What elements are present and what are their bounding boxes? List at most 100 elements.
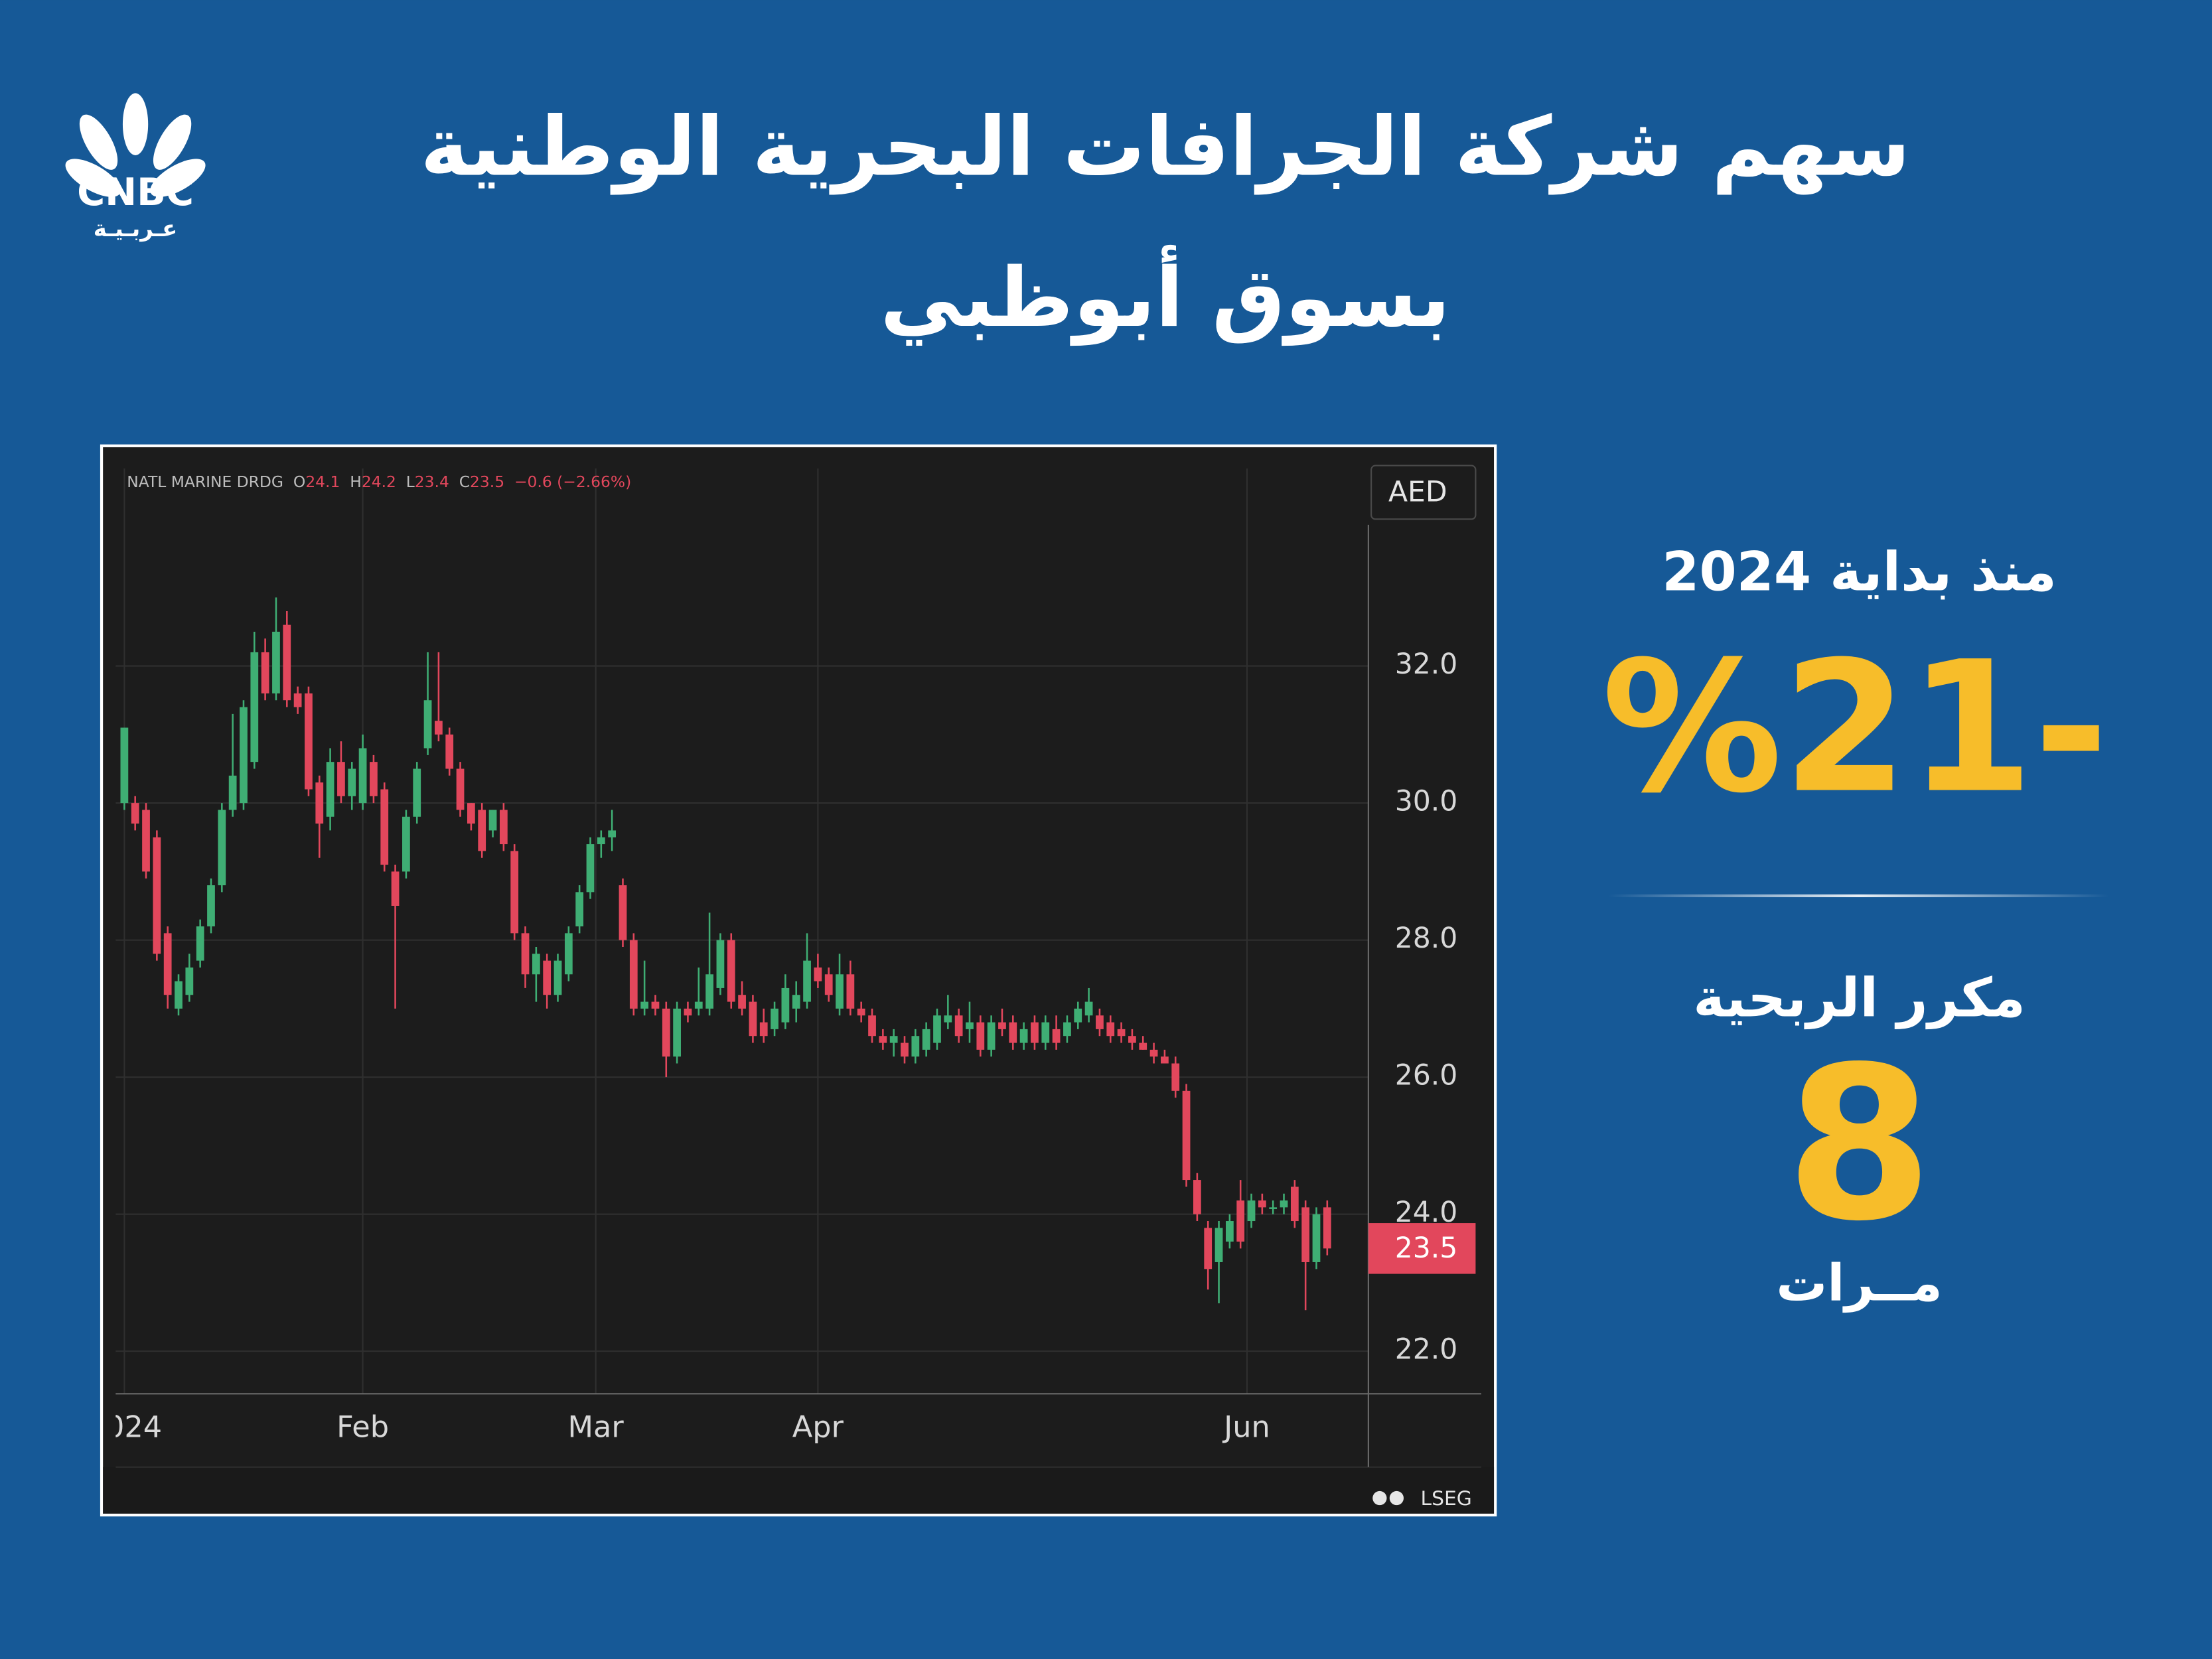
candle-body xyxy=(1149,1049,1158,1057)
candle-body xyxy=(435,721,443,735)
candle-body xyxy=(1106,1022,1115,1037)
candle-body xyxy=(1236,1200,1245,1242)
chart-footer xyxy=(103,1467,1495,1514)
candle-body xyxy=(954,1015,963,1037)
candle-body xyxy=(727,940,735,1002)
candle-body xyxy=(1215,1228,1223,1262)
candle-body xyxy=(911,1036,920,1057)
axis-labels: 22.024.026.028.030.032.023.5 xyxy=(1368,648,1476,1366)
candle-body xyxy=(1052,1029,1061,1043)
candle-body xyxy=(1117,1029,1126,1037)
logo-subtitle: عـربـيـة xyxy=(94,216,178,242)
candle-body xyxy=(575,892,584,926)
grid xyxy=(115,468,1368,1394)
candle-body xyxy=(337,762,345,796)
candle-body xyxy=(532,954,540,975)
candle-body xyxy=(1041,1022,1050,1043)
candle-body xyxy=(1312,1214,1321,1262)
candle-body xyxy=(792,995,800,1009)
candle-body xyxy=(1269,1207,1278,1209)
candle-body xyxy=(131,803,139,824)
header-part: O xyxy=(293,472,305,491)
candle-body xyxy=(640,1001,649,1009)
candle-body xyxy=(705,974,713,1009)
candle-body xyxy=(1019,1029,1028,1043)
candle-body xyxy=(293,693,302,707)
candle-body xyxy=(1084,1001,1093,1016)
chart-header: NATL MARINE DRDG O24.1 H24.2 L23.4 C23.5 −0.6… xyxy=(127,472,631,491)
x-tick-label: Apr xyxy=(792,1409,844,1444)
candle-body xyxy=(1161,1056,1169,1064)
candle-body xyxy=(413,768,421,817)
currency: AED xyxy=(1388,476,1447,509)
y-tick-label: 32.0 xyxy=(1395,648,1458,681)
candle-body xyxy=(1031,1022,1039,1043)
candle-body xyxy=(1063,1022,1071,1037)
candle-body xyxy=(814,967,822,981)
candle-body xyxy=(1171,1063,1180,1091)
candle-body xyxy=(348,768,356,796)
candle-body xyxy=(879,1036,887,1043)
candle-body xyxy=(608,830,617,837)
candle-body xyxy=(1182,1090,1191,1181)
candle-body xyxy=(889,1036,898,1043)
candle-body xyxy=(305,693,313,790)
candle-body xyxy=(976,1022,985,1050)
since-label: منذ بداية 2024 xyxy=(1662,541,2057,603)
candle-body xyxy=(510,851,519,934)
candle-body xyxy=(662,1008,670,1057)
candle-body xyxy=(370,762,378,796)
candle-body xyxy=(673,1008,681,1057)
candle-body xyxy=(944,1015,952,1023)
header-part: 23.4 xyxy=(415,472,449,491)
candle-body xyxy=(521,933,530,975)
candle-body xyxy=(586,844,595,893)
candle-body xyxy=(196,926,204,961)
candle-body xyxy=(423,700,432,749)
header-part: NATL MARINE DRDG xyxy=(127,472,283,491)
candle-body xyxy=(1128,1036,1136,1043)
candles xyxy=(120,597,1331,1311)
source: LSEG xyxy=(1421,1487,1472,1510)
candle-body xyxy=(543,960,552,995)
pe-value: 8 xyxy=(1786,1022,1933,1268)
candle-body xyxy=(803,960,811,1002)
candle-body xyxy=(987,1022,995,1050)
change-value: %21- xyxy=(1601,622,2108,833)
source-icon xyxy=(1372,1490,1404,1506)
header-part: C xyxy=(459,472,470,491)
candle-body xyxy=(1301,1207,1310,1262)
candle-body xyxy=(283,624,291,701)
candle-body xyxy=(1290,1187,1299,1222)
currency-box xyxy=(1370,465,1477,520)
header-part: H xyxy=(350,472,362,491)
candle-body xyxy=(326,762,334,817)
candle-body xyxy=(250,652,259,762)
candle-body xyxy=(553,960,562,995)
candle-body xyxy=(1139,1043,1147,1050)
candle-body xyxy=(218,810,226,886)
header-part: −0.6 (−2.66%) xyxy=(514,472,631,491)
candle-body xyxy=(391,871,400,906)
candle-body xyxy=(402,816,410,872)
candle-body xyxy=(228,775,237,810)
candle-body xyxy=(499,810,508,845)
candle-body xyxy=(857,1008,865,1016)
candle-body xyxy=(1258,1200,1266,1208)
logo-name: CNBC xyxy=(77,170,194,214)
candle-body xyxy=(651,1001,660,1009)
candle-body xyxy=(1323,1207,1331,1249)
pe-unit: مــرات xyxy=(1776,1254,1942,1313)
candle-body xyxy=(1074,1008,1082,1023)
y-tick-label: 30.0 xyxy=(1395,786,1458,818)
x-tick-label: 2024 xyxy=(87,1409,163,1444)
title-line: سهم شركة الجرافات البحرية الوطنية xyxy=(420,100,1910,195)
candle-body xyxy=(771,1008,778,1029)
candle-body xyxy=(629,940,638,1009)
title-line: بسوق أبوظبي xyxy=(880,244,1450,346)
candle-body xyxy=(240,707,248,804)
candle-body xyxy=(781,987,790,1023)
price-label-box xyxy=(1368,1223,1476,1274)
x-tick-label: Jun xyxy=(1222,1409,1270,1444)
